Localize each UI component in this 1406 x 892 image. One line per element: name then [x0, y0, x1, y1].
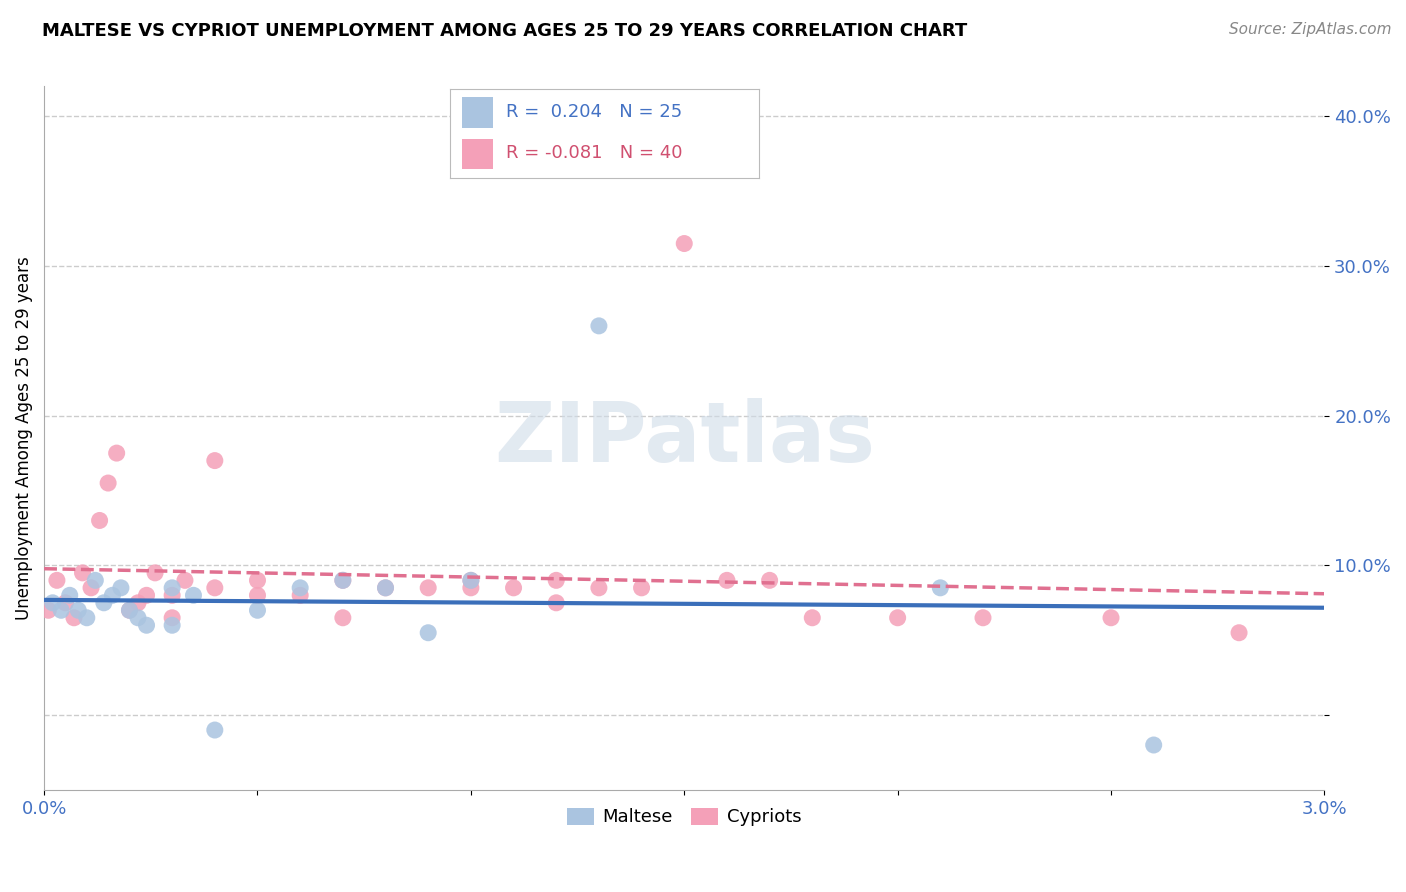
Point — [127, 596, 149, 610]
Point — [118, 603, 141, 617]
Point — [51, 603, 73, 617]
Point — [63, 611, 86, 625]
Point — [716, 574, 738, 588]
Text: MALTESE VS CYPRIOT UNEMPLOYMENT AMONG AGES 25 TO 29 YEARS CORRELATION CHART: MALTESE VS CYPRIOT UNEMPLOYMENT AMONG AG… — [42, 22, 967, 40]
Point — [418, 625, 440, 640]
Point — [160, 611, 183, 625]
Point — [105, 446, 128, 460]
Point — [59, 588, 82, 602]
Point — [76, 611, 98, 625]
Text: ZIPatlas: ZIPatlas — [494, 398, 875, 479]
Point — [97, 476, 120, 491]
Point — [546, 574, 568, 588]
Point — [288, 581, 311, 595]
Point — [246, 603, 269, 617]
Point — [332, 611, 354, 625]
Point — [72, 566, 94, 580]
Point — [546, 596, 568, 610]
Point — [374, 581, 396, 595]
Point — [45, 574, 67, 588]
Point — [886, 611, 908, 625]
Point — [972, 611, 994, 625]
Bar — [463, 139, 494, 169]
Point — [110, 581, 132, 595]
Point — [418, 581, 440, 595]
Point — [1099, 611, 1122, 625]
Text: Source: ZipAtlas.com: Source: ZipAtlas.com — [1229, 22, 1392, 37]
Bar — [463, 97, 494, 128]
Point — [929, 581, 952, 595]
Point — [174, 574, 197, 588]
Point — [588, 318, 610, 333]
Point — [80, 581, 103, 595]
Point — [758, 574, 780, 588]
Text: R = -0.081   N = 40: R = -0.081 N = 40 — [506, 145, 682, 162]
Point — [183, 588, 205, 602]
Point — [135, 588, 157, 602]
Point — [460, 581, 482, 595]
Point — [160, 588, 183, 602]
Point — [288, 588, 311, 602]
Point — [135, 618, 157, 632]
Point — [673, 236, 696, 251]
Y-axis label: Unemployment Among Ages 25 to 29 years: Unemployment Among Ages 25 to 29 years — [15, 256, 32, 620]
Point — [67, 603, 90, 617]
Point — [55, 596, 77, 610]
Point — [37, 603, 59, 617]
Point — [332, 574, 354, 588]
Point — [101, 588, 124, 602]
Point — [118, 603, 141, 617]
Point — [143, 566, 166, 580]
Point — [460, 574, 482, 588]
Point — [204, 453, 226, 467]
Point — [204, 581, 226, 595]
Point — [204, 723, 226, 737]
Legend: Maltese, Cypriots: Maltese, Cypriots — [560, 800, 808, 834]
Point — [246, 574, 269, 588]
Point — [41, 596, 63, 610]
Point — [160, 581, 183, 595]
Point — [1227, 625, 1250, 640]
Point — [127, 611, 149, 625]
Point — [160, 618, 183, 632]
Point — [374, 581, 396, 595]
Point — [246, 588, 269, 602]
Text: R =  0.204   N = 25: R = 0.204 N = 25 — [506, 103, 682, 121]
Point — [588, 581, 610, 595]
Point — [502, 581, 524, 595]
Point — [93, 596, 115, 610]
Point — [801, 611, 824, 625]
Point — [1143, 738, 1166, 752]
Point — [332, 574, 354, 588]
Point — [84, 574, 107, 588]
Point — [630, 581, 652, 595]
Point — [460, 574, 482, 588]
Point — [89, 513, 111, 527]
